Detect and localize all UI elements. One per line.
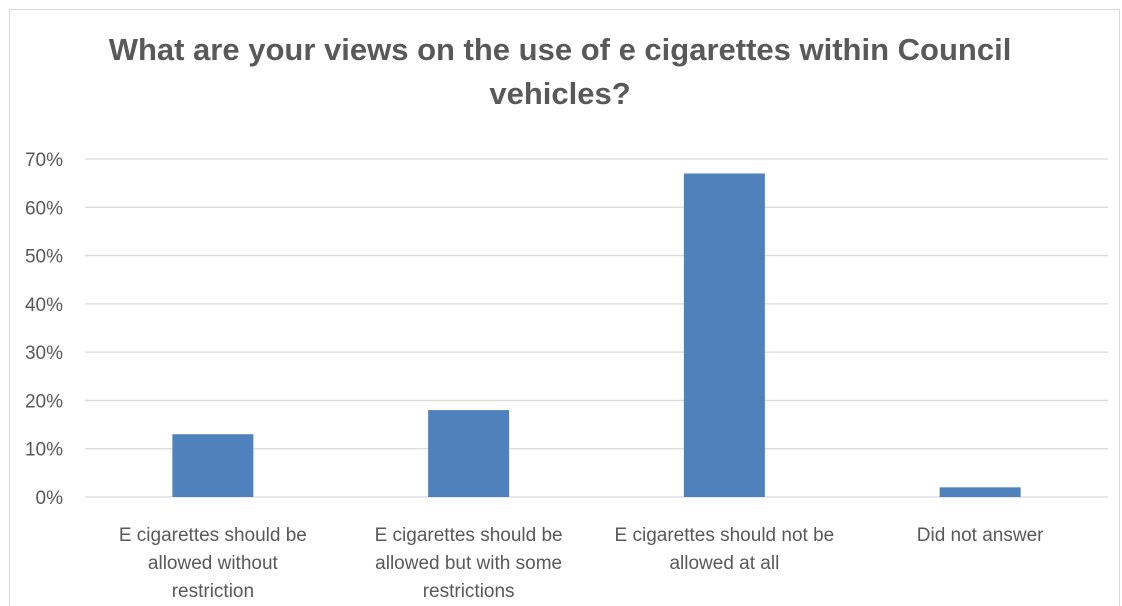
- x-category-label: E cigarettes should be allowed but with s…: [375, 525, 563, 602]
- gridlines: [85, 158, 1108, 498]
- y-tick-label: 40%: [25, 295, 63, 316]
- y-tick-label: 20%: [25, 391, 63, 412]
- y-tick-label: 10%: [25, 440, 63, 461]
- x-category-label: E cigarettes should be allowed without res…: [119, 525, 307, 602]
- x-category-label: E cigarettes should not be allowed at all: [615, 525, 835, 574]
- x-category-label: Did not answer: [917, 525, 1044, 546]
- y-tick-label: 60%: [25, 198, 63, 219]
- bar: [939, 487, 1021, 497]
- y-tick-label: 50%: [25, 247, 63, 268]
- x-axis-labels: E cigarettes should be allowed without res…: [119, 525, 1044, 602]
- bar: [683, 173, 765, 497]
- y-tick-label: 70%: [25, 150, 63, 171]
- y-tick-label: 30%: [25, 343, 63, 364]
- bar: [172, 434, 254, 497]
- chart-frame: [9, 9, 1120, 606]
- y-tick-label: 0%: [36, 488, 64, 509]
- chart-title: What are your views on the use of e ciga…: [108, 32, 1012, 111]
- bars: [172, 173, 1021, 497]
- y-axis-ticks: 0% 10% 20% 30% 40% 50% 60% 70%: [25, 150, 63, 509]
- bar: [428, 410, 510, 497]
